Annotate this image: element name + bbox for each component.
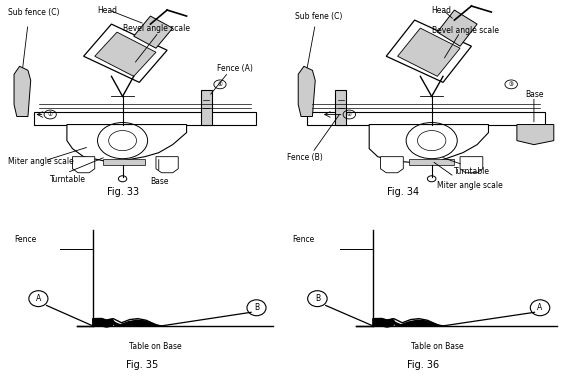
Polygon shape [133, 16, 173, 48]
Text: Fence: Fence [293, 235, 315, 244]
Text: Sub fence (C): Sub fence (C) [9, 8, 60, 17]
Text: Sub fene (C): Sub fene (C) [295, 12, 343, 21]
Text: Head: Head [98, 6, 118, 15]
Polygon shape [335, 91, 346, 125]
Text: Fence: Fence [14, 235, 36, 244]
Polygon shape [369, 125, 488, 163]
Text: A: A [36, 294, 41, 303]
Text: Bevel angle scale: Bevel angle scale [123, 24, 190, 33]
Polygon shape [14, 66, 31, 116]
Polygon shape [95, 32, 156, 76]
Text: ②: ② [347, 112, 352, 117]
Text: ③: ③ [509, 82, 513, 87]
Text: Bevel angle scale: Bevel angle scale [432, 26, 499, 35]
Polygon shape [460, 157, 483, 173]
Polygon shape [381, 157, 403, 173]
Text: Turntable: Turntable [50, 175, 86, 184]
Text: Miter angle scale: Miter angle scale [9, 157, 74, 166]
Polygon shape [409, 159, 454, 165]
Text: B: B [254, 303, 259, 312]
Polygon shape [307, 113, 545, 125]
Polygon shape [83, 24, 167, 82]
Polygon shape [298, 66, 315, 116]
Text: Fig. 36: Fig. 36 [407, 360, 439, 370]
Polygon shape [156, 157, 178, 173]
Polygon shape [386, 20, 471, 82]
Text: Fig. 35: Fig. 35 [126, 360, 158, 370]
Polygon shape [67, 125, 187, 161]
Text: Miter angle scale: Miter angle scale [437, 181, 503, 190]
Polygon shape [395, 320, 442, 326]
Polygon shape [517, 125, 554, 145]
Text: ④: ④ [218, 82, 223, 87]
Circle shape [428, 176, 436, 182]
Polygon shape [115, 320, 161, 326]
Text: Fig. 33: Fig. 33 [107, 187, 139, 197]
Text: Fence (B): Fence (B) [287, 153, 323, 162]
Polygon shape [103, 159, 145, 165]
Polygon shape [73, 157, 95, 173]
Text: A: A [537, 303, 542, 312]
Text: Table on Base: Table on Base [130, 342, 182, 351]
Polygon shape [201, 91, 212, 125]
Text: Fence (A): Fence (A) [217, 64, 253, 73]
Polygon shape [34, 113, 256, 125]
Polygon shape [93, 319, 115, 327]
Polygon shape [373, 319, 395, 327]
Circle shape [118, 176, 127, 182]
Text: B: B [315, 294, 320, 303]
Polygon shape [398, 28, 460, 76]
Text: Head: Head [432, 6, 452, 15]
Polygon shape [437, 10, 477, 46]
Text: ①: ① [48, 112, 53, 117]
Text: Turntable: Turntable [454, 167, 490, 176]
Text: Table on Base: Table on Base [411, 342, 463, 351]
Text: Base: Base [525, 91, 544, 99]
Text: Fig. 34: Fig. 34 [387, 187, 419, 197]
Text: Base: Base [151, 177, 169, 186]
